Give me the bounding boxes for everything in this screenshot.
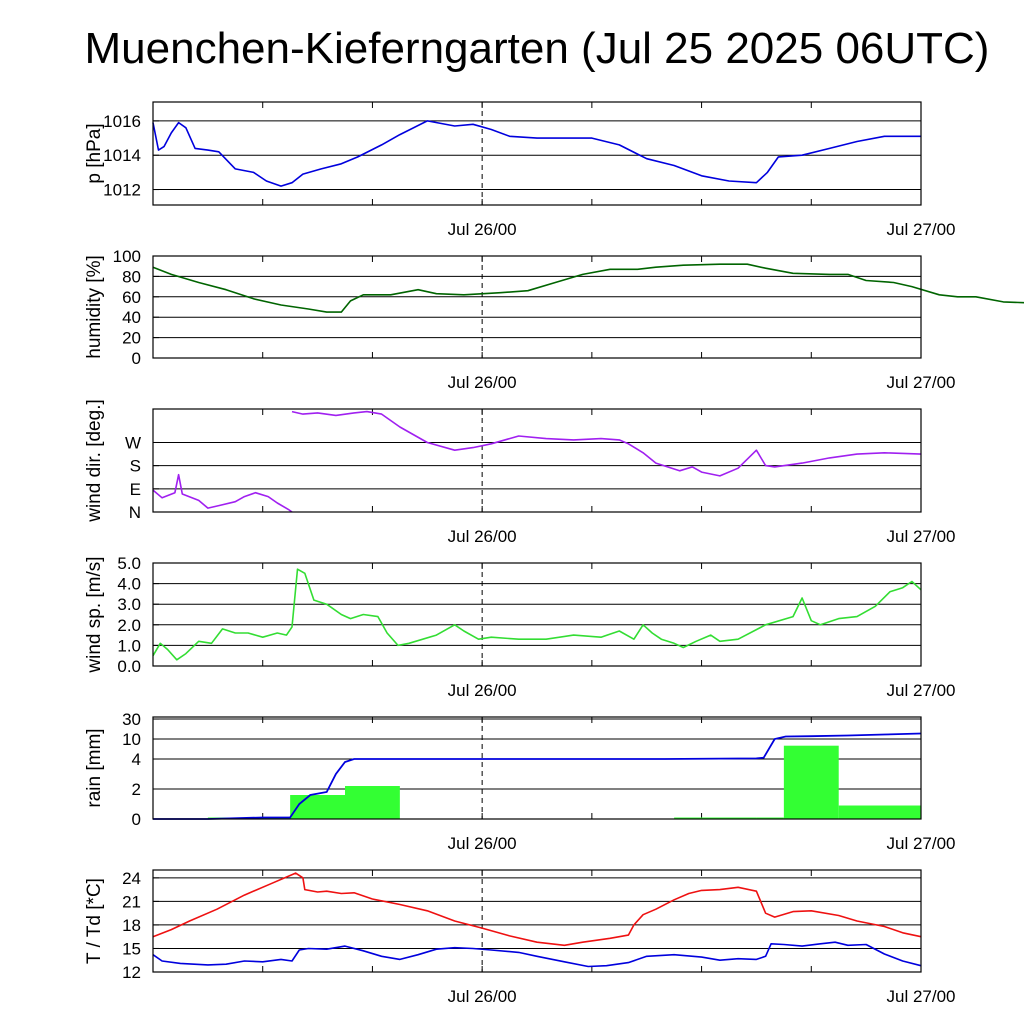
wind-speed-ytick-label: 4.0 (117, 575, 141, 594)
wind-direction-ytick-label: N (129, 503, 141, 522)
humidity-ytick-label: 40 (122, 308, 141, 327)
wind-speed-xtick-label: Jul 27/00 (887, 681, 956, 700)
rain-ytick-label: 0 (132, 810, 141, 829)
wind-direction-frame (152, 408, 922, 513)
wind-direction-series-line-1 (152, 473, 293, 513)
wind-speed-ytick-label: 2.0 (117, 616, 141, 635)
wind-speed-xtick-label: Jul 26/00 (448, 681, 517, 700)
rain-xtick-label: Jul 27/00 (887, 834, 956, 853)
humidity-ytick-label: 100 (113, 247, 141, 266)
temperature-panel: 12 15 18 21 24 Jul 26/00 Jul 27/00 T / Td [*C] (84, 869, 956, 1006)
rain-bar (756, 817, 784, 819)
wind-speed-ytick-label: 0.0 (117, 657, 141, 676)
rain-ytick-label: 10 (122, 730, 141, 749)
pressure-xtick-label: Jul 27/00 (887, 220, 956, 239)
temperature-ytick-label: 24 (122, 869, 141, 888)
pressure-frame (152, 101, 922, 206)
temperature-series-line-2 (152, 941, 922, 968)
pressure-ytick-label: 1016 (103, 112, 141, 131)
rain-ytick-label: 30 (122, 710, 141, 729)
rain-axis-label: rain [mm] (84, 728, 105, 807)
humidity-ytick-label: 0 (132, 349, 141, 368)
humidity-xtick-label: Jul 27/00 (887, 373, 956, 392)
wind-speed-ytick-label: 3.0 (117, 595, 141, 614)
wind-speed-series-line-1 (152, 568, 922, 661)
chart-title: Muenchen-Kieferngarten (Jul 25 2025 06UT… (84, 24, 990, 73)
rain-bar (783, 745, 839, 819)
temperature-axis-label: T / Td [*C] (84, 878, 105, 964)
humidity-ytick-label: 60 (122, 288, 141, 307)
temperature-ytick-label: 12 (122, 963, 141, 982)
rain-bar (674, 817, 757, 819)
humidity-frame (152, 255, 922, 359)
wind-direction-ytick-label: E (130, 480, 141, 499)
wind-direction-series-line-2 (291, 410, 922, 477)
pressure-ytick-label: 1014 (103, 146, 141, 165)
wind-speed-frame (152, 562, 922, 667)
humidity-axis-label: humidity [%] (84, 255, 105, 358)
wind-direction-ytick-label: S (130, 457, 141, 476)
wind-direction-xtick-label: Jul 27/00 (887, 527, 956, 546)
pressure-panel: 1012 1014 1016 Jul 26/00 Jul 27/00 p [hPa] (84, 101, 956, 239)
temperature-frame (152, 869, 922, 973)
humidity-xtick-label: Jul 26/00 (448, 373, 517, 392)
pressure-ytick-label: 1012 (103, 181, 141, 200)
temperature-xtick-label: Jul 26/00 (448, 987, 517, 1006)
wind-speed-axis-label: wind sp. [m/s] (84, 556, 105, 673)
temperature-series-line-1 (152, 872, 922, 947)
pressure-series-line-1 (152, 120, 921, 187)
wind-direction-xtick-label: Jul 26/00 (448, 527, 517, 546)
rain-bar (290, 795, 345, 819)
temperature-ytick-label: 15 (122, 939, 141, 958)
humidity-ytick-label: 80 (122, 267, 141, 286)
wind-direction-axis-label: wind dir. [deg.] (84, 399, 105, 523)
wind-speed-panel: 0.0 1.02.0 3.04.0 5.0 Jul 26/00 Jul 27/00 wind… (84, 554, 956, 700)
wind-speed-ytick-label: 5.0 (117, 554, 141, 573)
wind-speed-ytick-label: 1.0 (117, 636, 141, 655)
temperature-ytick-label: 18 (122, 916, 141, 935)
rain-ytick-label: 2 (132, 780, 141, 799)
rain-bar (345, 786, 400, 819)
rain-ytick-label: 4 (132, 750, 141, 769)
rain-xtick-label: Jul 26/00 (448, 834, 517, 853)
pressure-axis-label: p [hPa] (84, 123, 105, 183)
rain-frame (152, 716, 922, 820)
wind-direction-ytick-label: W (125, 433, 141, 452)
pressure-xtick-label: Jul 26/00 (448, 220, 517, 239)
temperature-ytick-label: 21 (122, 892, 141, 911)
humidity-series-line-1 (152, 263, 1024, 313)
rain-accumulated-line (153, 732, 922, 820)
rain-bar (838, 805, 921, 819)
temperature-xtick-label: Jul 27/00 (887, 987, 956, 1006)
humidity-ytick-label: 20 (122, 329, 141, 348)
